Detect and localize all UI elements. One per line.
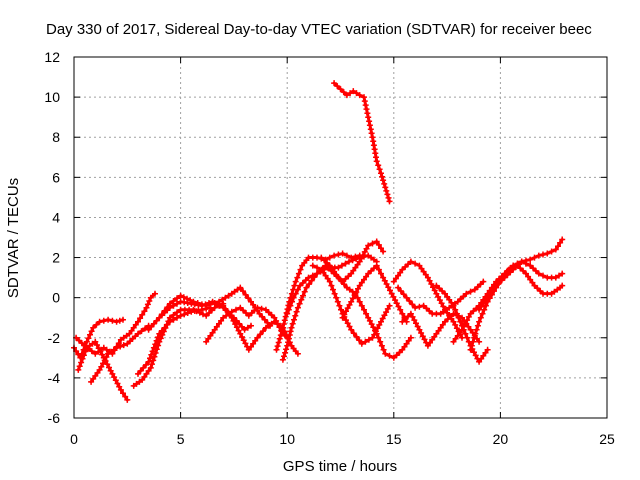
series-line (221, 304, 300, 356)
series-markers (505, 262, 566, 297)
series-arc16 (339, 262, 410, 325)
series-markers (135, 304, 214, 377)
y-tick-label: 6 (52, 169, 60, 185)
x-tick-label: 20 (493, 431, 509, 447)
series-arc6 (135, 304, 214, 377)
data-series (71, 80, 566, 403)
series-markers (156, 284, 274, 329)
series-arc25 (505, 262, 566, 297)
series-markers (476, 258, 566, 313)
y-tick-label: 4 (52, 209, 60, 225)
plot-frame (73, 56, 608, 419)
grid (74, 57, 607, 418)
series-arc19 (395, 278, 487, 317)
series-markers (331, 80, 393, 205)
y-axis-title: SDTVAR / TECUs (5, 178, 22, 298)
series-line (285, 240, 385, 316)
series-markers (395, 278, 487, 317)
y-tick-label: -2 (48, 330, 61, 346)
y-tick-label: 12 (44, 49, 60, 65)
series-line (507, 264, 564, 296)
y-tick-label: 10 (44, 89, 60, 105)
x-tick-label: 10 (279, 431, 295, 447)
y-tick-label: -6 (48, 410, 61, 426)
y-tick-label: 8 (52, 129, 60, 145)
series-markers (390, 258, 465, 341)
series-arc18 (390, 258, 465, 341)
series-markers (88, 322, 152, 385)
x-tick-label: 0 (70, 431, 78, 447)
x-tick-label: 5 (177, 431, 185, 447)
series-arc14 (309, 262, 393, 347)
series-arc4 (88, 322, 152, 385)
x-tick-label: 25 (599, 431, 615, 447)
y-tick-label: -4 (48, 370, 61, 386)
series-arc24 (476, 258, 566, 313)
series-line (74, 292, 157, 356)
series-arc17 (331, 80, 393, 205)
x-tick-labels: 0 5 10 15 20 25 (70, 431, 615, 447)
y-tick-label: 2 (52, 250, 60, 266)
y-tick-label: 0 (52, 290, 60, 306)
series-markers (339, 262, 410, 325)
y-tick-labels: -6 -4 -2 0 2 4 6 8 10 12 (44, 49, 60, 426)
series-arc8 (156, 284, 274, 329)
chart-title: Day 330 of 2017, Sidereal Day-to-day VTE… (46, 21, 592, 38)
x-tick-label: 15 (386, 431, 402, 447)
x-axis-title: GPS time / hours (283, 458, 397, 475)
